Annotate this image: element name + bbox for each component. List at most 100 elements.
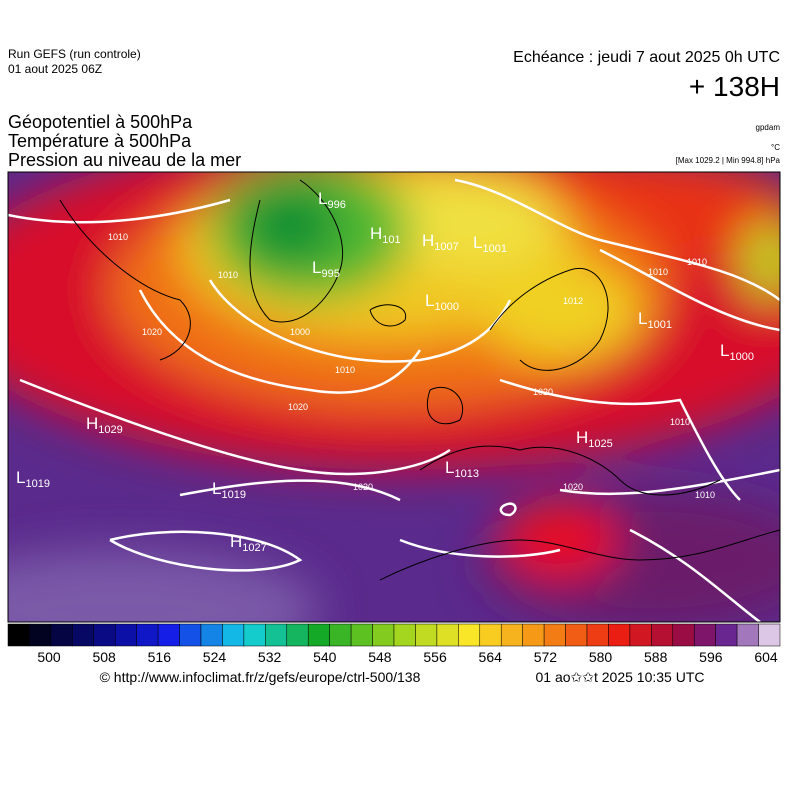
colorbar-cell: [436, 623, 459, 647]
center-value: 1000: [434, 301, 458, 313]
colorbar-cell: [479, 623, 502, 647]
colorbar-cell: [307, 623, 330, 647]
colorbar-tick-label: 572: [534, 649, 558, 665]
pressure-center: H1029: [86, 414, 123, 436]
coastlines: [59, 179, 780, 581]
center-value: 1027: [242, 542, 266, 554]
colorbar-tick-label: 580: [589, 649, 613, 665]
colorbar-cell: [286, 623, 309, 647]
run-name: Run GEFS (run controle): [8, 47, 141, 61]
title: Température à 500hPa: [8, 131, 192, 151]
unit: °C: [771, 143, 780, 152]
colorbar-cell: [372, 623, 395, 647]
isobar-label: 1020: [563, 482, 583, 492]
isobar-label: 1010: [218, 270, 238, 280]
colorbar-cell: [114, 623, 137, 647]
colorbar-tick-label: 508: [92, 649, 116, 665]
colorbar-tick-label: 548: [368, 649, 392, 665]
colorbar-cell: [693, 623, 716, 647]
center-value: 1007: [434, 241, 458, 253]
colorbar-tick-label: 604: [754, 649, 778, 665]
pressure-center: H1027: [230, 532, 267, 554]
colorbar-cell: [350, 623, 373, 647]
center-value: 1001: [647, 319, 671, 331]
isobar-label: 1010: [648, 267, 668, 277]
colorbar-tick-label: 540: [313, 649, 337, 665]
isobar-label: 1000: [290, 327, 310, 337]
pressure-center: L1019: [16, 468, 50, 490]
pressure-center: L1001: [473, 233, 507, 255]
isobar-label: 1010: [687, 257, 707, 267]
colorbar-cell: [329, 623, 352, 647]
colorbar-tick-label: 596: [699, 649, 723, 665]
colorbar: 500 508 516 524 532 540 548 556 564 572 580 588 596 6…: [7, 623, 781, 665]
colorbar-cell: [179, 623, 202, 647]
colorbar-cell: [200, 623, 223, 647]
center-letter: H: [422, 231, 434, 250]
colorbar-cell: [629, 623, 652, 647]
center-letter: H: [230, 532, 242, 551]
center-letter: L: [312, 258, 321, 277]
center-letter: L: [720, 341, 729, 360]
colorbar-tick-label: 500: [37, 649, 61, 665]
colorbar-tick-label: 588: [644, 649, 668, 665]
colorbar-cell: [265, 623, 288, 647]
colorbar-cell: [565, 623, 588, 647]
title: Pression au niveau de la mer: [8, 150, 241, 170]
run-date: 01 aout 2025 06Z: [8, 62, 102, 76]
pressure-center: L1000: [425, 291, 459, 313]
lead-time: + 138H: [689, 71, 780, 102]
colorbar-tick-label: 516: [148, 649, 172, 665]
unit: [Max 1029.2 | Min 994.8] hPa: [676, 156, 781, 165]
colorbar-cell: [672, 623, 695, 647]
pressure-center: L996: [318, 189, 346, 211]
center-value: 1001: [482, 243, 506, 255]
isobar-labels: 1010 1010 1020 1000 1010 1020 1020 1012 1010 1010…: [108, 232, 715, 500]
colorbar-tick-label: 532: [258, 649, 282, 665]
colorbar-cell: [7, 623, 30, 647]
center-letter: L: [425, 291, 434, 310]
colorbar-cell: [222, 623, 245, 647]
center-letter: L: [16, 468, 25, 487]
colorbar-cell: [758, 623, 781, 647]
pressure-center: L1001: [638, 309, 672, 331]
colorbar-tick-label: 556: [423, 649, 447, 665]
unit: gpdam: [756, 123, 781, 132]
center-letter: L: [212, 479, 221, 498]
isobar-label: 1010: [108, 232, 128, 242]
pressure-center: H1007: [422, 231, 459, 253]
echeance: Echéance : jeudi 7 aout 2025 0h UTC: [513, 49, 780, 66]
isobar-label: 1020: [142, 327, 162, 337]
center-letter: H: [86, 414, 98, 433]
center-letter: L: [445, 458, 454, 477]
colorbar-cell: [458, 623, 481, 647]
colorbar-cell: [651, 623, 674, 647]
colorbar-cell: [522, 623, 545, 647]
map-area: [8, 172, 780, 622]
isobar-label: 1010: [695, 490, 715, 500]
center-value: 995: [321, 268, 339, 280]
isobar-label: 1020: [353, 482, 373, 492]
colorbar-cell: [50, 623, 73, 647]
temperature-field: [8, 172, 780, 622]
colorbar-cell: [543, 623, 566, 647]
isobar-label: 1020: [288, 402, 308, 412]
colorbar-cell: [72, 623, 95, 647]
colorbar-tick-label: 524: [203, 649, 227, 665]
colorbar-cell: [415, 623, 438, 647]
colorbar-cell: [243, 623, 266, 647]
center-letter: L: [638, 309, 647, 328]
pressure-center: L1013: [445, 458, 479, 480]
center-value: 101: [382, 234, 400, 246]
colorbar-cell: [93, 623, 116, 647]
center-value: 1019: [25, 478, 49, 490]
center-letter: L: [318, 189, 327, 208]
pressure-center: H101: [370, 224, 401, 246]
colorbar-cell: [136, 623, 159, 647]
colorbar-cell: [157, 623, 180, 647]
isobar-label: 1020: [533, 387, 553, 397]
colorbar-cell: [715, 623, 738, 647]
center-value: 1019: [221, 489, 245, 501]
